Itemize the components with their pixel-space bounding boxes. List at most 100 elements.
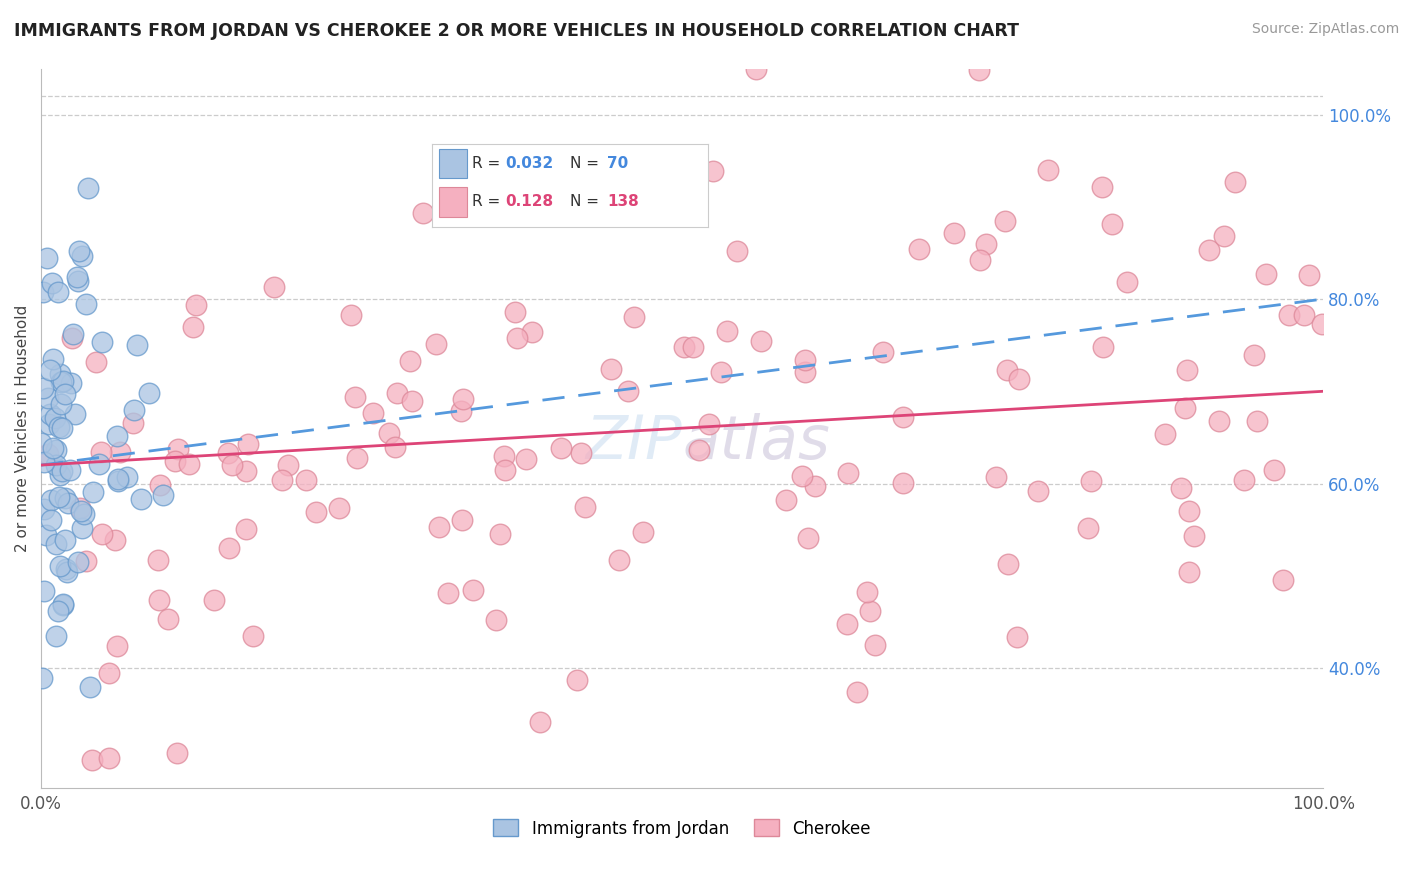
Point (32, 583, 55, 598)
Point (65, 407, 87, 421)
Point (48, 491, 70, 505)
Point (793, 366, 815, 380)
Point (1246, 414, 1268, 428)
Point (520, 325, 543, 339)
Point (792, 469, 814, 483)
Point (149, 477, 172, 491)
Point (107, 640, 129, 654)
Point (837, 466, 859, 480)
Point (725, 244, 748, 259)
Point (804, 478, 827, 492)
Point (863, 638, 886, 652)
Point (52, 374, 75, 388)
Point (277, 458, 299, 472)
Point (72, 249, 94, 263)
Point (38, 417, 60, 432)
Text: ZIP: ZIP (585, 413, 682, 472)
Point (600, 361, 623, 376)
Point (489, 526, 512, 541)
Point (710, 365, 733, 379)
Point (52, 597, 75, 611)
Point (32, 502, 55, 516)
Point (1212, 229, 1234, 244)
Point (994, 214, 1017, 228)
Point (44, 411, 66, 425)
Point (494, 462, 516, 476)
Point (53, 491, 76, 505)
Text: IMMIGRANTS FROM JORDAN VS CHEROKEE 2 OR MORE VEHICLES IN HOUSEHOLD CORRELATION C: IMMIGRANTS FROM JORDAN VS CHEROKEE 2 OR … (14, 22, 1019, 40)
Point (492, 449, 515, 463)
Point (97, 666, 120, 681)
Point (673, 340, 696, 354)
Point (42, 441, 65, 455)
Point (184, 298, 207, 312)
Y-axis label: 2 or more Vehicles in Household: 2 or more Vehicles in Household (15, 304, 30, 552)
Point (1005, 630, 1028, 644)
Point (41, 513, 63, 527)
Point (529, 715, 551, 730)
Point (340, 308, 363, 322)
Point (1028, 484, 1050, 499)
Point (107, 472, 129, 486)
Point (427, 519, 450, 533)
Point (235, 464, 257, 478)
Point (569, 446, 592, 460)
Point (1178, 503, 1201, 517)
Point (484, 613, 506, 627)
Point (37, 392, 59, 406)
Point (997, 557, 1019, 571)
Text: atlas: atlas (682, 413, 830, 472)
Point (53, 387, 76, 401)
Point (1294, 309, 1316, 323)
Point (702, 163, 724, 178)
Point (398, 354, 420, 368)
Point (855, 584, 877, 599)
Point (146, 553, 169, 567)
Point (51, 421, 73, 435)
Point (859, 604, 882, 618)
Point (34, 528, 56, 542)
Point (346, 451, 368, 466)
Point (60, 331, 83, 345)
Point (105, 429, 128, 443)
Point (1091, 180, 1114, 194)
Point (107, 474, 129, 488)
Point (515, 451, 537, 466)
Point (837, 616, 859, 631)
Point (1310, 317, 1333, 331)
Point (749, 334, 772, 349)
Point (108, 445, 131, 459)
Point (294, 473, 316, 487)
Point (974, 237, 997, 252)
Point (37, 447, 59, 461)
Point (633, 524, 655, 539)
Point (242, 629, 264, 643)
Point (31, 671, 53, 685)
Point (1298, 268, 1320, 283)
Point (328, 501, 350, 516)
Point (49, 397, 72, 411)
Point (48, 467, 70, 482)
Point (794, 353, 817, 368)
Point (1178, 565, 1201, 579)
Point (412, 206, 434, 220)
Point (967, 63, 990, 78)
Point (82, 485, 104, 500)
Point (122, 402, 145, 417)
Point (70, 521, 93, 535)
Point (943, 226, 966, 240)
Point (401, 394, 423, 409)
Point (115, 470, 138, 484)
Point (1263, 463, 1285, 477)
Point (90, 445, 112, 459)
Point (218, 541, 240, 555)
Point (86, 355, 108, 369)
Point (1174, 401, 1197, 416)
Point (969, 252, 991, 267)
Point (450, 513, 472, 527)
Point (127, 338, 149, 352)
Point (77, 181, 100, 195)
Point (166, 746, 188, 760)
Point (62, 327, 84, 342)
Point (616, 384, 638, 399)
